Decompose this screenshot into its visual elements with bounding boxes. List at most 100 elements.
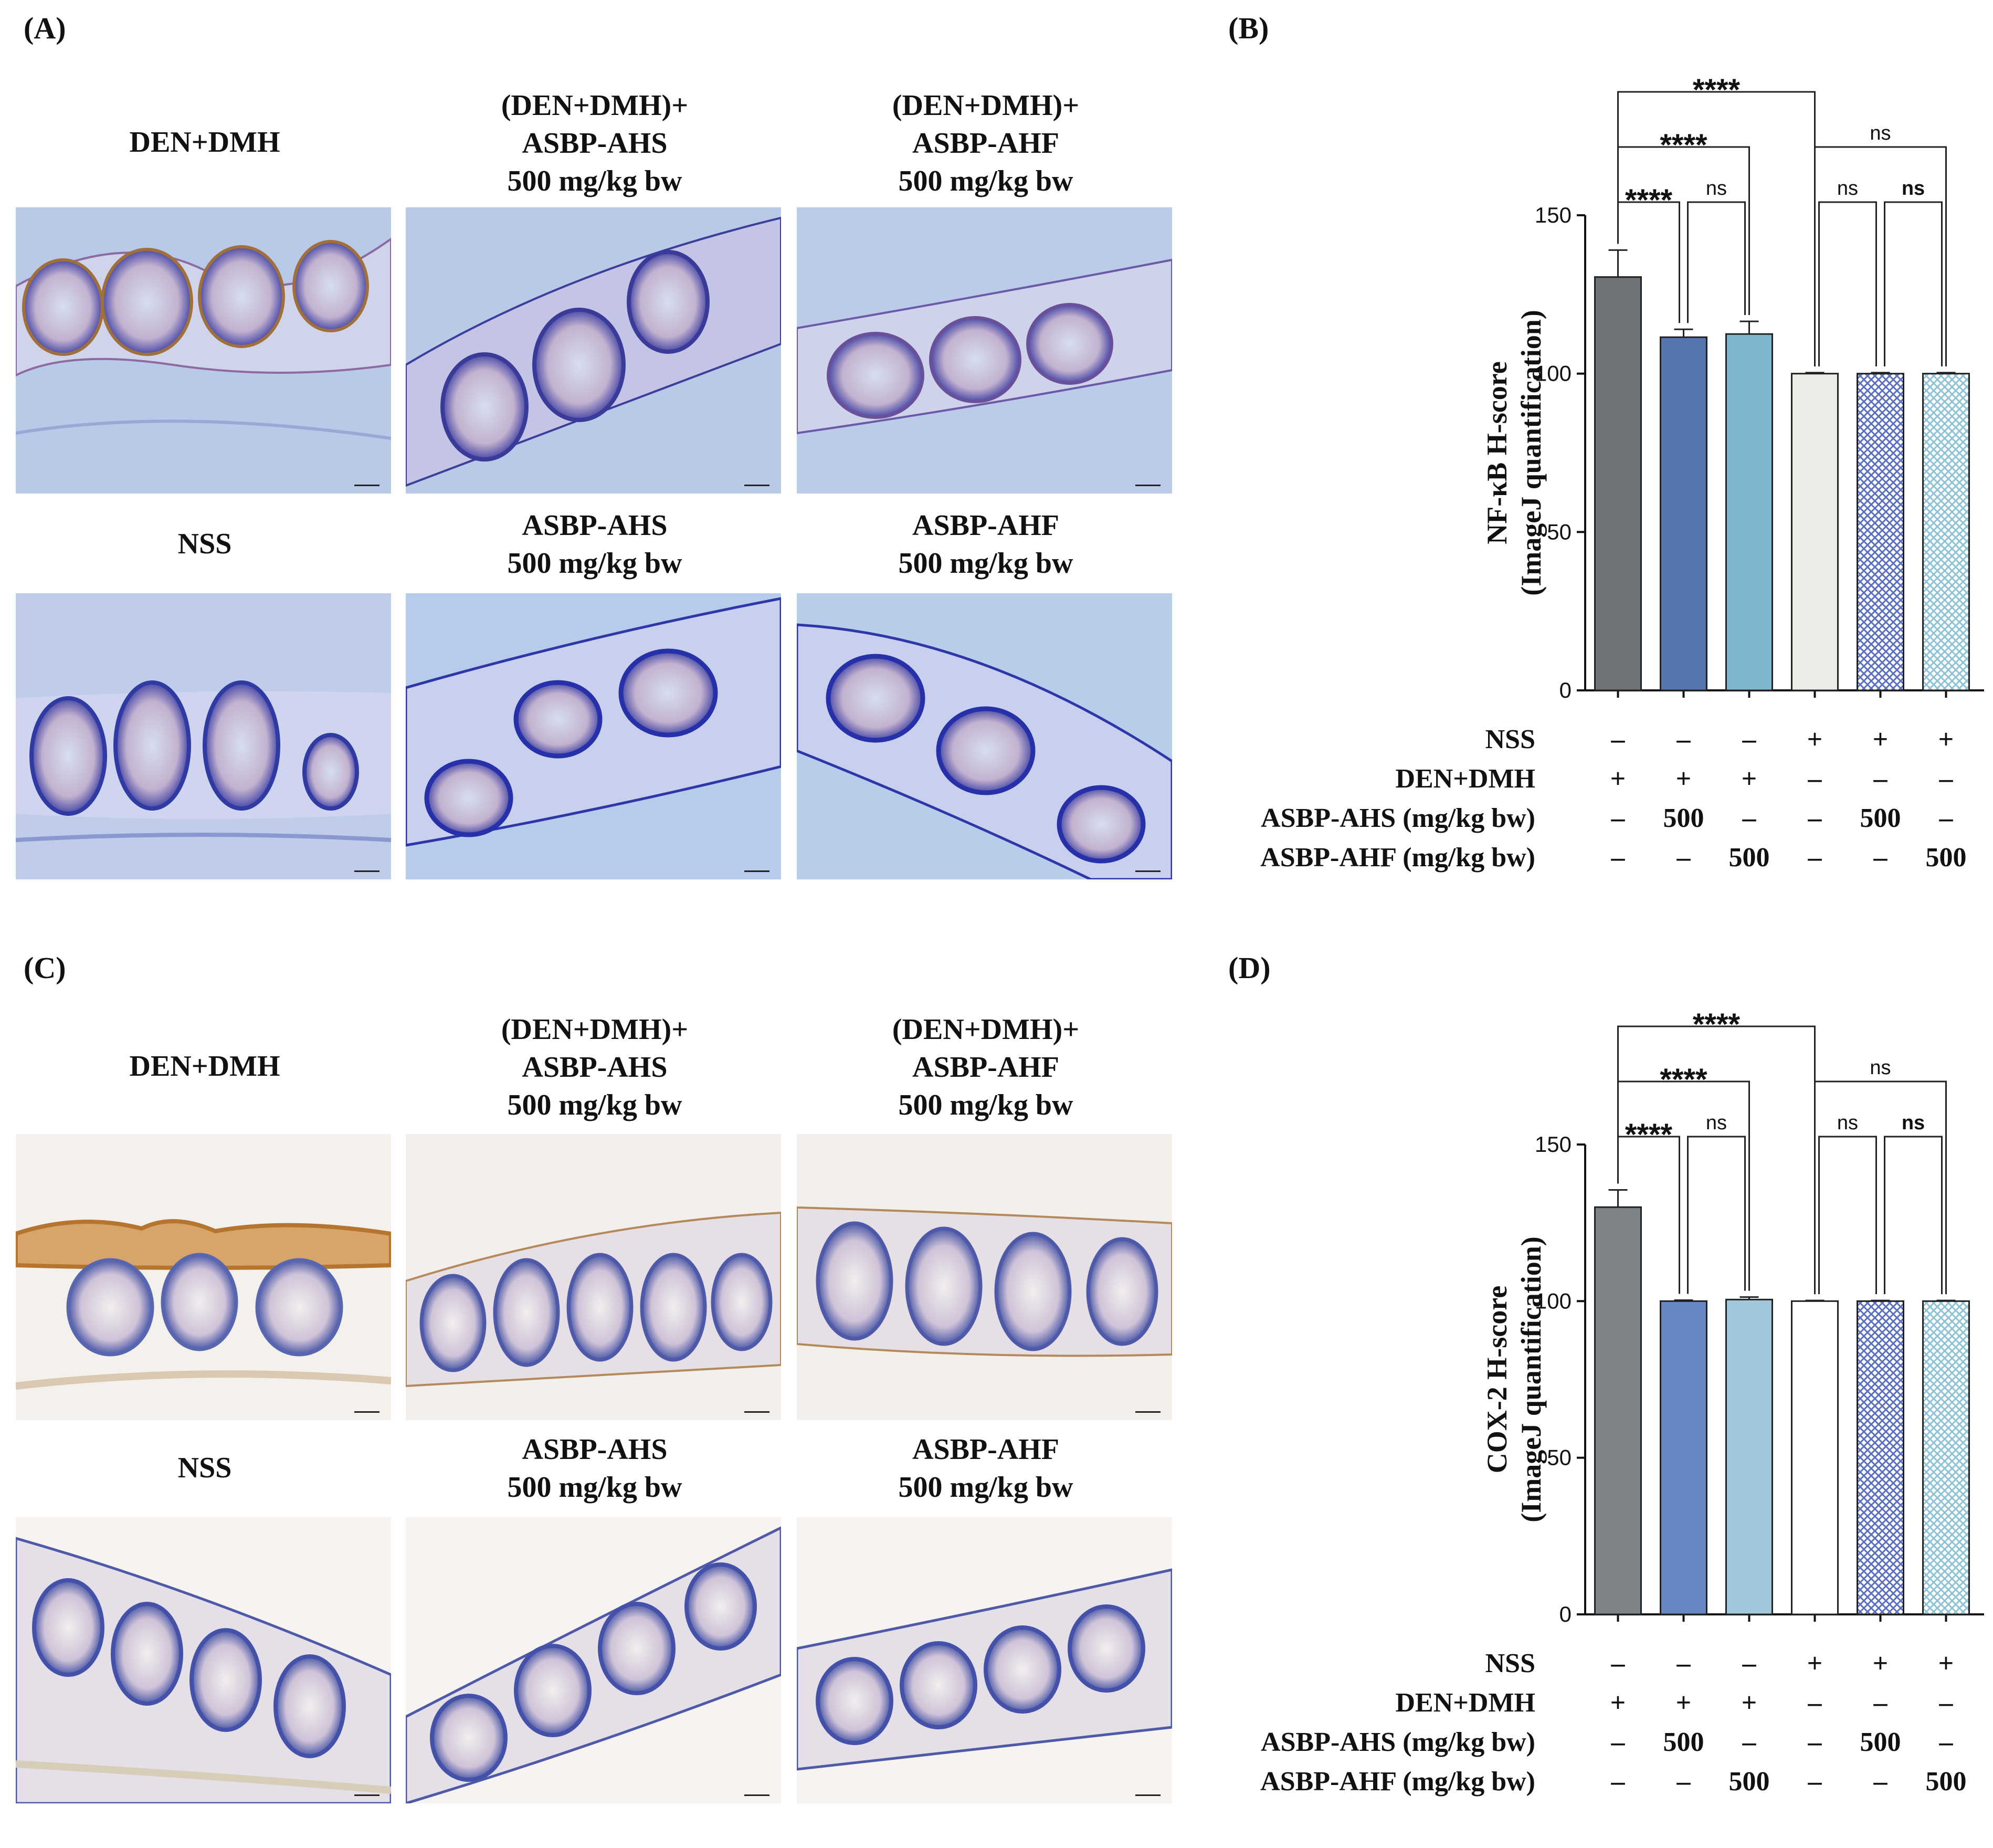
y-tick-label: 50 bbox=[1547, 1445, 1572, 1470]
img-title-a-den-dmh-ahs: (DEN+DMH)+ ASBP-AHS 500 mg/kg bw bbox=[501, 89, 689, 197]
treatment-cell: – bbox=[1939, 803, 1954, 833]
img-title-c-den-dmh-ahs: (DEN+DMH)+ ASBP-AHS 500 mg/kg bw bbox=[501, 1013, 689, 1121]
treatment-cell: 500 bbox=[1860, 1727, 1901, 1757]
treatment-cell: – bbox=[1808, 803, 1822, 833]
img-title-a-ahf: ASBP-AHF 500 mg/kg bw bbox=[898, 509, 1073, 580]
treatment-cell: + bbox=[1807, 724, 1823, 754]
y-tick-label: 150 bbox=[1535, 203, 1572, 227]
treatment-cell: 500 bbox=[1663, 1727, 1704, 1757]
panel-label-c: (C) bbox=[24, 951, 66, 985]
significance-bracket bbox=[1617, 1080, 1750, 1291]
panel-label-b: (B) bbox=[1228, 11, 1269, 45]
y-tick-label: 100 bbox=[1535, 1288, 1572, 1313]
treatment-cell: 500 bbox=[1729, 843, 1770, 873]
treatment-cell: – bbox=[1808, 843, 1822, 873]
significance-bracket bbox=[1687, 1136, 1746, 1294]
significance-label: ns bbox=[1902, 177, 1925, 200]
treatment-cell: 500 bbox=[1926, 843, 1967, 873]
micrograph-a-den-dmh-ahs bbox=[406, 207, 781, 494]
significance-label: **** bbox=[1660, 1063, 1707, 1097]
significance-bracket bbox=[1617, 146, 1750, 316]
significance-label: ns bbox=[1706, 1112, 1727, 1134]
significance-bracket bbox=[1814, 1080, 1947, 1295]
bar bbox=[1594, 1206, 1642, 1615]
y-axis-label-line1: COX-2 H-score bbox=[1481, 1286, 1513, 1473]
significance-label: ns bbox=[1837, 177, 1858, 200]
treatment-cell: + bbox=[1807, 1648, 1823, 1678]
treatment-row-label: ASBP-AHF (mg/kg bw) bbox=[1260, 1767, 1535, 1797]
treatment-cell: – bbox=[1611, 1767, 1626, 1797]
treatment-cell: – bbox=[1676, 724, 1691, 754]
treatment-cell: – bbox=[1742, 803, 1757, 833]
bar bbox=[1857, 1300, 1904, 1615]
img-title-c-ahs: ASBP-AHS 500 mg/kg bw bbox=[507, 1433, 682, 1504]
bar bbox=[1922, 373, 1970, 691]
chart-b: NF-κB H-score (ImageJ quantification) 0 50 1… bbox=[1260, 73, 1984, 873]
treatment-cell: – bbox=[1611, 1648, 1626, 1678]
treatment-cell: – bbox=[1939, 1688, 1954, 1718]
panel-label-a: (A) bbox=[24, 11, 66, 45]
significance-label: **** bbox=[1625, 1118, 1673, 1152]
significance-bracket bbox=[1818, 201, 1877, 366]
img-title-c-den-dmh-ahf: (DEN+DMH)+ ASBP-AHF 500 mg/kg bw bbox=[892, 1013, 1080, 1121]
micrograph-c-den-dmh bbox=[16, 1134, 391, 1420]
treatment-cell: + bbox=[1742, 1688, 1757, 1718]
treatment-cell: + bbox=[1873, 1648, 1889, 1678]
treatment-cell: – bbox=[1742, 1648, 1757, 1678]
micrograph-c-den-dmh-ahs bbox=[406, 1134, 781, 1420]
y-tick-label: 0 bbox=[1559, 1602, 1572, 1626]
bar bbox=[1922, 1300, 1970, 1615]
img-title-c-den-dmh: DEN+DMH bbox=[129, 1050, 280, 1083]
img-title-a-ahs: ASBP-AHS 500 mg/kg bw bbox=[507, 509, 682, 580]
micrograph-a-ahs bbox=[406, 593, 781, 879]
bar bbox=[1791, 373, 1839, 691]
bar bbox=[1594, 276, 1642, 691]
treatment-cell: – bbox=[1808, 1767, 1822, 1797]
treatment-cell: + bbox=[1873, 724, 1889, 754]
significance-bracket bbox=[1814, 146, 1947, 366]
treatment-cell: – bbox=[1676, 843, 1691, 873]
treatment-cell: – bbox=[1742, 1727, 1757, 1757]
img-title-a-den-dmh-ahf: (DEN+DMH)+ ASBP-AHF 500 mg/kg bw bbox=[892, 89, 1080, 197]
micrograph-c-nss bbox=[16, 1517, 391, 1803]
y-axis-label-line2: (ImageJ quantification) bbox=[1515, 310, 1547, 595]
treatment-cell: – bbox=[1808, 1688, 1822, 1718]
treatment-cell: – bbox=[1742, 724, 1757, 754]
significance-bracket bbox=[1617, 1025, 1816, 1295]
significance-label: **** bbox=[1625, 183, 1673, 217]
treatment-cell: – bbox=[1611, 803, 1626, 833]
treatment-cell: – bbox=[1611, 1727, 1626, 1757]
significance-bracket bbox=[1617, 1136, 1680, 1294]
treatment-cell: – bbox=[1873, 764, 1888, 794]
treatment-cell: – bbox=[1808, 764, 1822, 794]
bar bbox=[1725, 333, 1773, 691]
significance-label: ns bbox=[1870, 1057, 1891, 1079]
img-title-a-den-dmh: DEN+DMH bbox=[129, 126, 280, 159]
significance-bracket bbox=[1617, 91, 1816, 366]
bar bbox=[1857, 373, 1904, 691]
y-axis-label-line2: (ImageJ quantification) bbox=[1515, 1236, 1547, 1522]
treatment-cell: + bbox=[1676, 764, 1692, 794]
significance-label: ns bbox=[1902, 1112, 1925, 1134]
y-axis-label-line1: NF-κB H-score bbox=[1481, 361, 1513, 544]
bar bbox=[1660, 1300, 1707, 1615]
treatment-row-label: DEN+DMH bbox=[1396, 1688, 1536, 1718]
treatment-cell: – bbox=[1873, 1688, 1888, 1718]
treatment-cell: + bbox=[1610, 1688, 1626, 1718]
significance-label: ns bbox=[1837, 1112, 1858, 1134]
significance-bracket bbox=[1687, 201, 1746, 323]
treatment-cell: 500 bbox=[1729, 1767, 1770, 1797]
micrograph-c-ahs bbox=[406, 1517, 781, 1803]
micrograph-a-den-dmh-ahf bbox=[797, 207, 1172, 494]
treatment-cell: – bbox=[1611, 843, 1626, 873]
img-title-c-nss: NSS bbox=[177, 1452, 232, 1484]
micrograph-c-den-dmh-ahf bbox=[797, 1134, 1172, 1420]
img-title-c-ahf: ASBP-AHF 500 mg/kg bw bbox=[898, 1433, 1073, 1504]
significance-label: **** bbox=[1693, 1007, 1741, 1042]
panel-label-d: (D) bbox=[1228, 951, 1271, 985]
treatment-cell: – bbox=[1939, 1727, 1954, 1757]
significance-label: ns bbox=[1706, 177, 1727, 200]
treatment-cell: 500 bbox=[1860, 803, 1901, 833]
micrograph-a-ahf bbox=[797, 593, 1172, 879]
significance-label: **** bbox=[1660, 128, 1707, 162]
